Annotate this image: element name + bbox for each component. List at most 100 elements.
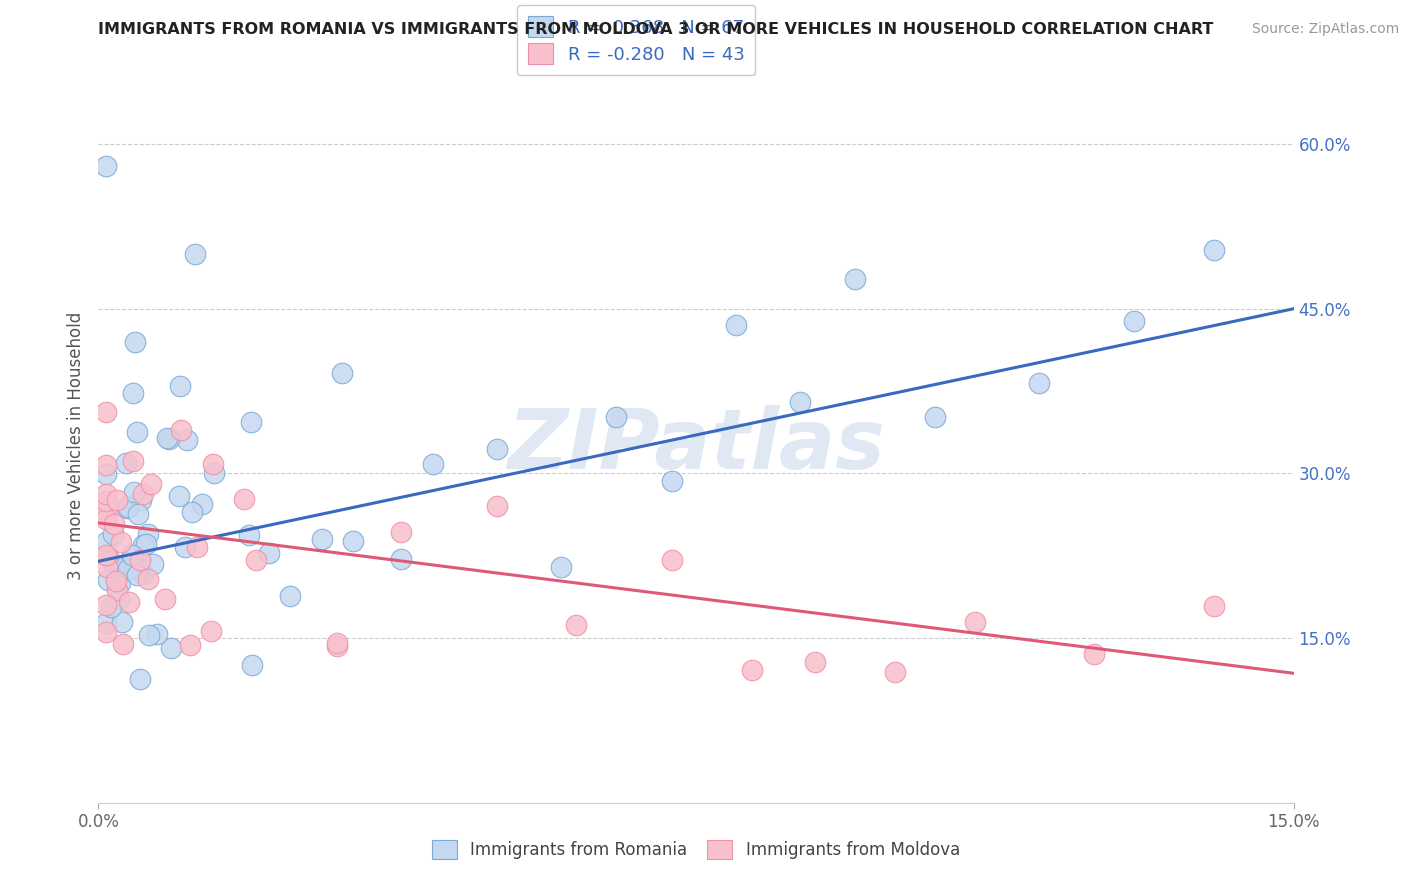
Point — [173, 540, 195, 554]
Point — [96, 616, 118, 631]
Y-axis label: 3 or more Vehicles in Household: 3 or more Vehicles in Household — [66, 312, 84, 580]
Point — [136, 527, 159, 541]
Point — [96, 548, 118, 562]
Point — [741, 663, 763, 677]
Point — [170, 423, 193, 437]
Point — [131, 492, 153, 507]
Text: ZIPatlas: ZIPatlas — [508, 406, 884, 486]
Point — [96, 487, 118, 501]
Point — [184, 247, 207, 261]
Point — [117, 562, 139, 576]
Point — [117, 501, 139, 516]
Point — [135, 536, 157, 550]
Point — [118, 595, 141, 609]
Point — [180, 505, 202, 519]
Point — [128, 561, 150, 575]
Point — [131, 567, 153, 582]
Point — [257, 545, 280, 559]
Point — [157, 432, 180, 446]
Point — [176, 433, 198, 447]
Point — [100, 599, 122, 614]
Point — [139, 476, 162, 491]
Point — [233, 492, 256, 507]
Point — [389, 552, 412, 566]
Point — [122, 484, 145, 499]
Point — [605, 410, 627, 425]
Point — [485, 442, 508, 457]
Point — [240, 657, 263, 672]
Point — [96, 560, 118, 574]
Point — [112, 637, 135, 651]
Point — [326, 639, 349, 653]
Point — [179, 638, 201, 652]
Point — [117, 500, 139, 515]
Point — [146, 627, 169, 641]
Point — [326, 636, 349, 650]
Point — [96, 467, 118, 482]
Point — [1028, 376, 1050, 391]
Point — [105, 583, 128, 598]
Point — [132, 538, 155, 552]
Point — [96, 159, 118, 173]
Point — [156, 431, 179, 445]
Point — [108, 592, 131, 607]
Point — [1202, 599, 1225, 613]
Point — [96, 573, 118, 587]
Point — [96, 625, 118, 640]
Point — [389, 525, 412, 540]
Point — [342, 534, 364, 549]
Point — [963, 615, 986, 629]
Legend: Immigrants from Romania, Immigrants from Moldova: Immigrants from Romania, Immigrants from… — [425, 833, 967, 866]
Point — [550, 559, 572, 574]
Point — [153, 591, 176, 606]
Point — [724, 318, 747, 332]
Point — [422, 457, 444, 471]
Point — [661, 553, 683, 567]
Point — [169, 489, 191, 503]
Point — [96, 534, 118, 549]
Point — [104, 572, 127, 586]
Point — [105, 493, 128, 508]
Point — [804, 655, 827, 669]
Point — [96, 458, 118, 472]
Text: IMMIGRANTS FROM ROMANIA VS IMMIGRANTS FROM MOLDOVA 3 OR MORE VEHICLES IN HOUSEHO: IMMIGRANTS FROM ROMANIA VS IMMIGRANTS FR… — [98, 22, 1213, 37]
Point — [186, 540, 208, 554]
Point — [110, 535, 132, 549]
Point — [121, 454, 143, 468]
Point — [661, 474, 683, 488]
Point — [884, 665, 907, 680]
Point — [121, 548, 143, 562]
Point — [124, 334, 146, 349]
Point — [245, 552, 267, 566]
Point — [1123, 314, 1146, 328]
Point — [924, 410, 946, 425]
Point — [129, 553, 152, 567]
Point — [118, 555, 141, 569]
Point — [96, 494, 118, 508]
Point — [108, 576, 131, 591]
Point — [103, 558, 125, 573]
Point — [127, 507, 149, 521]
Point — [330, 367, 353, 381]
Point — [202, 458, 225, 472]
Point — [125, 425, 148, 439]
Text: Source: ZipAtlas.com: Source: ZipAtlas.com — [1251, 22, 1399, 37]
Point — [789, 395, 811, 409]
Point — [103, 516, 125, 531]
Point — [107, 559, 129, 574]
Point — [97, 549, 120, 563]
Point — [132, 487, 155, 501]
Point — [115, 456, 138, 470]
Point — [200, 624, 222, 638]
Point — [136, 572, 159, 586]
Point — [278, 589, 301, 603]
Point — [138, 628, 160, 642]
Point — [1202, 244, 1225, 258]
Point — [202, 466, 225, 480]
Point — [125, 567, 148, 582]
Point — [111, 615, 134, 629]
Point — [101, 527, 124, 541]
Point — [128, 673, 150, 687]
Point — [1083, 647, 1105, 661]
Point — [240, 415, 263, 429]
